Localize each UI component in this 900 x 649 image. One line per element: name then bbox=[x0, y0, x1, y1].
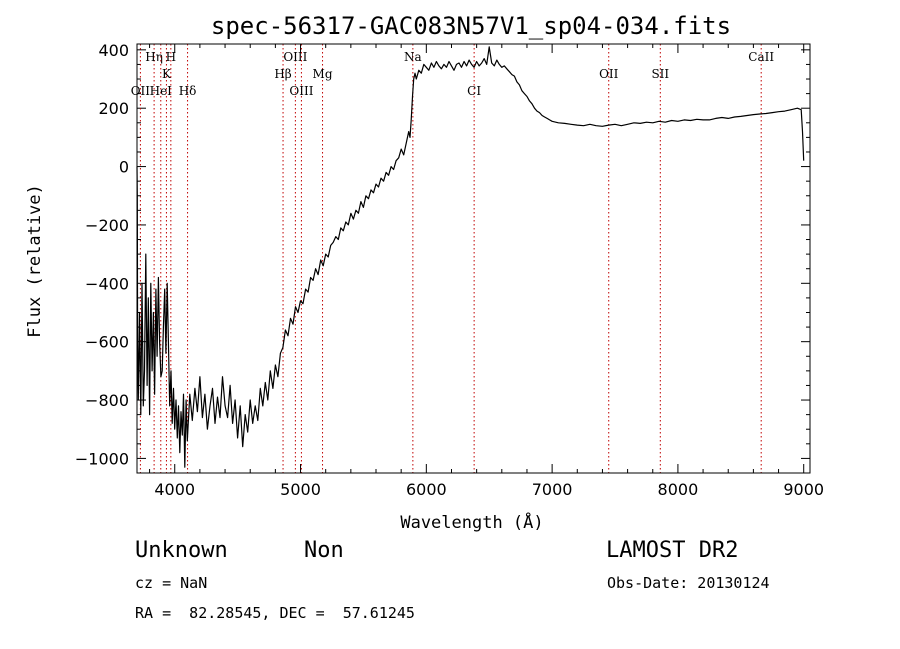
survey-name: LAMOST DR2 bbox=[606, 538, 739, 563]
emission-line-label: Hδ bbox=[179, 84, 197, 98]
emission-line-label: K bbox=[162, 67, 172, 81]
y-tick-label: −1000 bbox=[75, 449, 129, 468]
x-tick-label: 7000 bbox=[532, 480, 573, 499]
y-tick-label: 400 bbox=[98, 41, 129, 60]
y-tick-label: −200 bbox=[85, 216, 129, 235]
x-axis-label: Wavelength (Å) bbox=[400, 511, 543, 533]
plot-border bbox=[136, 43, 811, 474]
x-tick-label: 5000 bbox=[280, 480, 321, 499]
y-tick-label: −800 bbox=[85, 391, 129, 410]
object-class: Unknown bbox=[135, 538, 228, 563]
emission-line-label: CI bbox=[467, 84, 481, 98]
emission-line-label: CaII bbox=[748, 50, 774, 64]
emission-line-label: Na bbox=[404, 50, 422, 64]
emission-line-label: OIII bbox=[283, 50, 307, 64]
emission-line-label: Mg bbox=[313, 67, 333, 81]
emission-line-label: OII bbox=[599, 67, 619, 81]
coordinates: RA = 82.28545, DEC = 57.61245 bbox=[135, 604, 415, 622]
emission-line-label: SII bbox=[651, 67, 669, 81]
y-tick-label: 200 bbox=[98, 99, 129, 118]
emission-line-label: OIII bbox=[289, 84, 313, 98]
axis-ticks: 4000 5000 6000 7000 8000 9000−1000−800−600−40… bbox=[75, 41, 824, 499]
spectrum-line bbox=[136, 46, 805, 468]
x-tick-label: 8000 bbox=[658, 480, 699, 499]
object-subclass: Non bbox=[304, 538, 344, 563]
x-tick-label: 4000 bbox=[154, 480, 195, 499]
y-tick-label: −400 bbox=[85, 274, 129, 293]
y-tick-label: −600 bbox=[85, 333, 129, 352]
emission-line-label: OII bbox=[131, 84, 151, 98]
x-tick-label: 6000 bbox=[406, 480, 447, 499]
y-axis-label: Flux (relative) bbox=[25, 184, 45, 338]
observation-date: Obs-Date: 20130124 bbox=[607, 574, 770, 592]
redshift-cz: cz = NaN bbox=[135, 574, 208, 592]
spectrum-series bbox=[136, 46, 805, 468]
plot-frame bbox=[136, 43, 811, 474]
emission-line-label: Hη bbox=[145, 50, 163, 64]
emission-line-label: H bbox=[166, 50, 176, 64]
y-tick-label: 0 bbox=[119, 158, 129, 177]
chart-title: spec-56317-GAC083N57V1_sp04-034.fits bbox=[211, 12, 731, 40]
emission-line-label: Hβ bbox=[274, 67, 291, 81]
x-tick-label: 9000 bbox=[783, 480, 824, 499]
emission-line-label: HeI bbox=[150, 84, 173, 98]
